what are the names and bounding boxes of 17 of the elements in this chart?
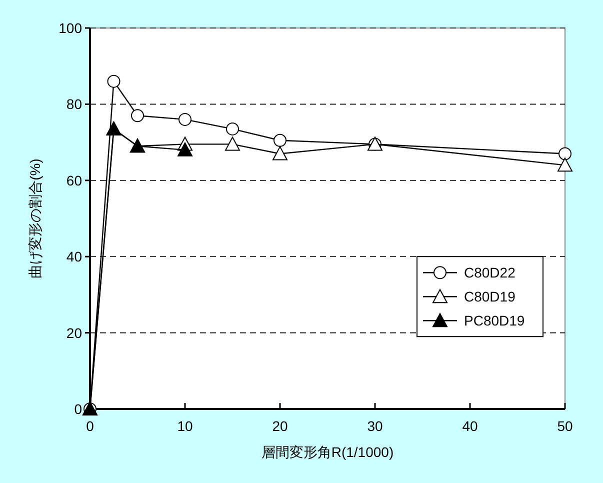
y-tick-label: 0 [74,401,82,417]
y-tick-label: 80 [66,96,82,112]
x-tick-label: 20 [272,418,288,434]
y-tick-label: 20 [66,324,82,341]
y-tick-label: 60 [66,172,82,188]
legend-label: C80D22 [464,264,516,281]
x-tick-label: 10 [177,418,193,434]
x-tick-label: 50 [557,418,573,434]
x-tick-label: 40 [462,418,478,434]
legend-label: PC80D19 [464,312,525,329]
y-axis-title: 曲げ変形の割合(%) [27,158,43,278]
legend-label: C80D19 [464,288,516,305]
x-axis-title: 層間変形角R(1/1000) [261,444,394,460]
y-tick-label: 100 [58,20,82,36]
x-tick-label: 30 [367,418,383,434]
x-tick-label: 0 [86,418,94,434]
y-tick-label: 40 [66,248,82,265]
